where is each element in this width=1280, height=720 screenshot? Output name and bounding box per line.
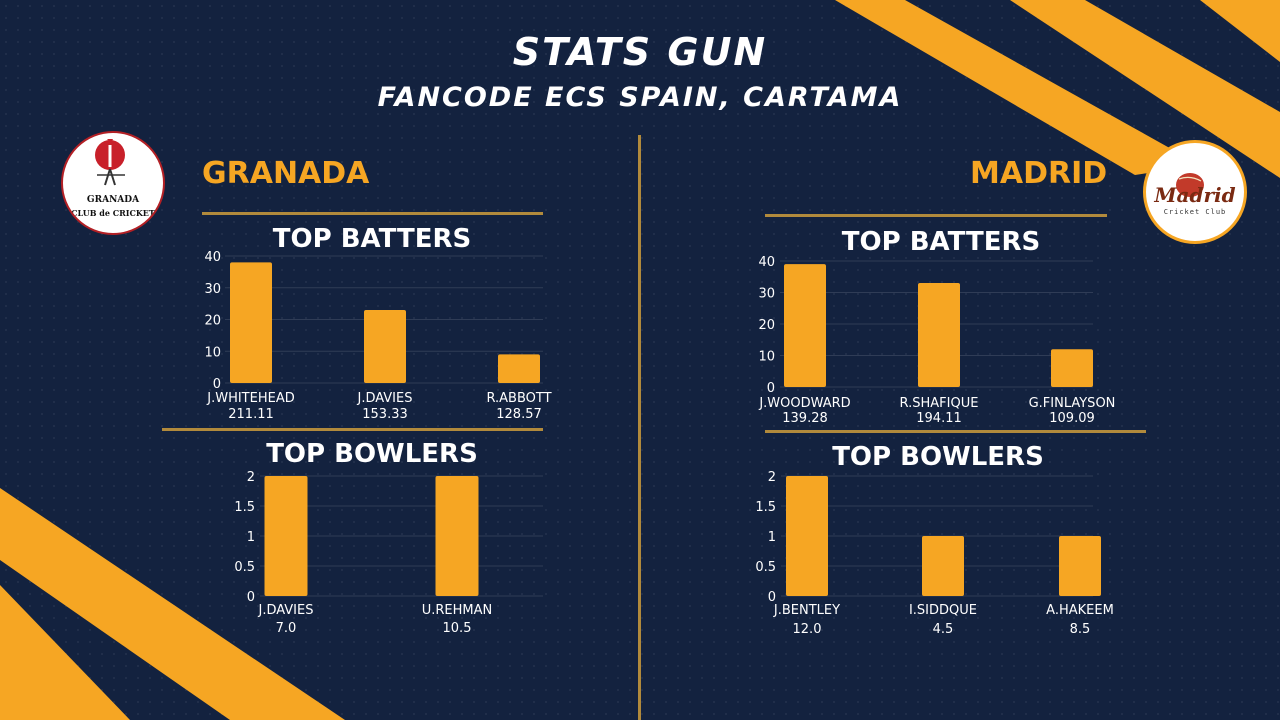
madrid-logo-text-2: Cricket Club [1163, 208, 1227, 216]
madrid-header-rule [765, 214, 1107, 217]
team-name-madrid: MADRID [970, 156, 1108, 191]
team-name-granada: GRANADA [202, 156, 370, 191]
granada-section-rule [162, 428, 543, 431]
granada-logo: GRANADA CLUB de CRICKET [61, 131, 165, 235]
madrid-logo: Madrid Cricket Club [1143, 140, 1247, 244]
stripe-top-2 [1010, 0, 1280, 178]
granada-logo-text-2: CLUB de CRICKET [71, 208, 155, 218]
granada-header-rule [202, 212, 543, 215]
pomegranate-icon [95, 139, 125, 186]
madrid-section-rule [765, 430, 1146, 433]
page-title: STATS GUN [512, 30, 768, 74]
stripe-top-1 [835, 0, 1200, 175]
stripe-bottom-2 [0, 585, 130, 720]
stripe-bottom-1 [0, 488, 345, 720]
stripe-top-3 [1200, 0, 1280, 62]
page-subtitle: FANCODE ECS SPAIN, CARTAMA [377, 82, 903, 113]
granada-logo-text-1: GRANADA [86, 195, 140, 205]
cricket-ball-icon [1176, 173, 1204, 197]
madrid-logo-text-1: Madrid [1154, 183, 1236, 207]
center-divider [638, 135, 641, 720]
